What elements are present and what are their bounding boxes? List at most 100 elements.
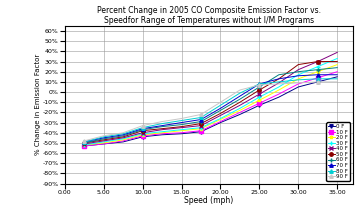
50 F bbox=[102, 138, 106, 141]
0 F bbox=[218, 121, 222, 124]
Y-axis label: % Change in Emission Factor: % Change in Emission Factor bbox=[35, 54, 41, 155]
Line: 0 F: 0 F bbox=[82, 75, 339, 148]
20 F bbox=[335, 63, 339, 66]
30 F bbox=[140, 132, 145, 135]
20 F bbox=[257, 99, 262, 102]
90 F bbox=[102, 135, 106, 137]
40 F bbox=[277, 82, 281, 84]
10 F bbox=[199, 129, 203, 132]
30 F bbox=[199, 126, 203, 129]
20 F bbox=[218, 118, 222, 121]
60 F bbox=[199, 120, 203, 123]
30 F bbox=[82, 144, 86, 146]
0 F bbox=[277, 96, 281, 98]
20 F bbox=[296, 78, 301, 80]
90 F bbox=[316, 81, 320, 83]
20 F bbox=[160, 132, 164, 134]
60 F bbox=[140, 128, 145, 131]
0 F bbox=[257, 104, 262, 106]
40 F bbox=[257, 93, 262, 95]
50 F bbox=[296, 63, 301, 66]
60 F bbox=[238, 98, 242, 100]
20 F bbox=[82, 144, 86, 146]
60 F bbox=[316, 68, 320, 71]
Line: 10 F: 10 F bbox=[82, 70, 339, 148]
Line: 80 F: 80 F bbox=[82, 77, 339, 144]
10 F bbox=[316, 76, 320, 79]
80 F bbox=[82, 141, 86, 143]
20 F bbox=[238, 109, 242, 112]
90 F bbox=[257, 84, 262, 86]
50 F bbox=[316, 60, 320, 63]
50 F bbox=[160, 127, 164, 130]
70 F bbox=[238, 95, 242, 97]
70 F bbox=[140, 127, 145, 130]
30 F bbox=[102, 141, 106, 143]
60 F bbox=[82, 142, 86, 144]
Legend: 0 F, 10 F, 20 F, 30 F, 40 F, 50 F, 60 F, 70 F, 80 F, 90 F: 0 F, 10 F, 20 F, 30 F, 40 F, 50 F, 60 F,… bbox=[327, 122, 350, 181]
60 F bbox=[102, 138, 106, 140]
10 F bbox=[238, 111, 242, 114]
60 F bbox=[257, 86, 262, 88]
10 F bbox=[102, 143, 106, 145]
70 F bbox=[160, 124, 164, 127]
Line: 40 F: 40 F bbox=[82, 51, 339, 146]
Line: 20 F: 20 F bbox=[82, 63, 339, 147]
90 F bbox=[199, 113, 203, 116]
Line: 70 F: 70 F bbox=[82, 73, 339, 144]
80 F bbox=[218, 104, 222, 106]
70 F bbox=[121, 133, 125, 136]
30 F bbox=[121, 138, 125, 140]
10 F bbox=[277, 93, 281, 95]
30 F bbox=[316, 65, 320, 68]
40 F bbox=[160, 128, 164, 131]
0 F bbox=[179, 132, 184, 135]
80 F bbox=[160, 122, 164, 125]
90 F bbox=[296, 82, 301, 84]
20 F bbox=[140, 133, 145, 136]
80 F bbox=[335, 78, 339, 80]
60 F bbox=[179, 123, 184, 126]
60 F bbox=[121, 135, 125, 137]
80 F bbox=[238, 92, 242, 94]
10 F bbox=[218, 120, 222, 123]
20 F bbox=[199, 127, 203, 130]
10 F bbox=[121, 140, 125, 142]
50 F bbox=[82, 142, 86, 144]
50 F bbox=[277, 78, 281, 80]
10 F bbox=[160, 132, 164, 135]
30 F bbox=[296, 73, 301, 76]
Line: 60 F: 60 F bbox=[82, 66, 339, 145]
70 F bbox=[82, 141, 86, 143]
90 F bbox=[218, 101, 222, 103]
60 F bbox=[277, 73, 281, 76]
X-axis label: Speed (mph): Speed (mph) bbox=[184, 196, 233, 205]
70 F bbox=[316, 73, 320, 76]
40 F bbox=[238, 104, 242, 106]
0 F bbox=[160, 133, 164, 136]
70 F bbox=[296, 75, 301, 77]
0 F bbox=[82, 145, 86, 147]
50 F bbox=[257, 89, 262, 91]
Line: 50 F: 50 F bbox=[82, 60, 339, 145]
10 F bbox=[257, 102, 262, 105]
Line: 90 F: 90 F bbox=[82, 80, 339, 143]
40 F bbox=[102, 140, 106, 142]
70 F bbox=[335, 73, 339, 76]
60 F bbox=[335, 66, 339, 69]
0 F bbox=[296, 86, 301, 88]
0 F bbox=[199, 130, 203, 133]
90 F bbox=[335, 81, 339, 83]
40 F bbox=[140, 132, 145, 134]
20 F bbox=[102, 142, 106, 144]
20 F bbox=[316, 70, 320, 73]
10 F bbox=[335, 70, 339, 73]
50 F bbox=[199, 122, 203, 125]
40 F bbox=[82, 143, 86, 145]
40 F bbox=[296, 68, 301, 71]
60 F bbox=[160, 125, 164, 128]
30 F bbox=[238, 107, 242, 110]
20 F bbox=[121, 138, 125, 141]
70 F bbox=[179, 121, 184, 124]
30 F bbox=[335, 57, 339, 60]
